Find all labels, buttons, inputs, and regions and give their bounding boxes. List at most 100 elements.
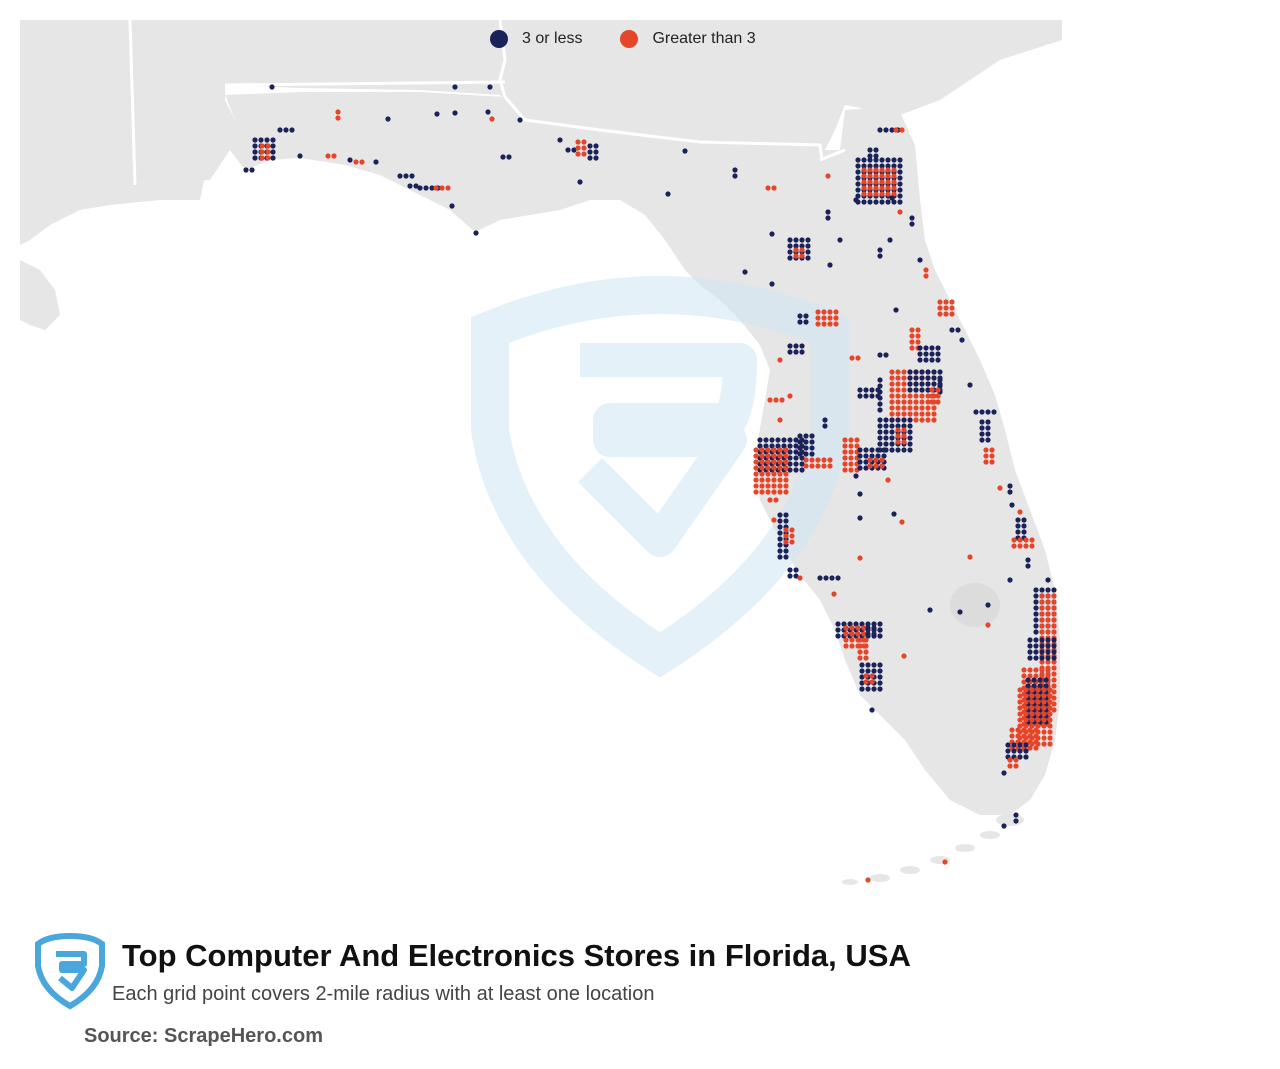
grid-point-high [901,399,907,405]
grid-point-low [787,237,793,243]
grid-point-low [809,445,815,451]
grid-point-high [759,483,765,489]
grid-point-low [877,352,883,358]
grid-point-low [1033,611,1039,617]
grid-point-low [847,621,853,627]
grid-point-high [1041,711,1047,717]
grid-point-high [929,387,935,393]
grid-point-low [1045,643,1051,649]
grid-point-low [269,84,275,90]
grid-point-low [929,351,935,357]
grid-point-low [883,429,889,435]
grid-point-high [335,115,341,121]
grid-point-high [949,305,955,311]
grid-point-high [771,447,777,453]
grid-point-high [1015,733,1021,739]
grid-point-high [1045,593,1051,599]
grid-point-low [937,383,943,389]
grid-point-high [1023,711,1029,717]
grid-point-high [445,185,451,191]
grid-point-low [825,209,831,215]
grid-point-low [875,393,881,399]
grid-point-low [889,441,895,447]
grid-point-high [849,631,855,637]
grid-point-high [842,461,848,467]
grid-point-low [909,215,915,221]
grid-point-low [417,185,423,191]
grid-point-low [929,357,935,363]
grid-point-low [1033,623,1039,629]
grid-point-low [787,343,793,349]
grid-point-high [919,405,925,411]
grid-point-high [849,643,855,649]
grid-point-high [854,437,860,443]
grid-point-high [907,393,913,399]
grid-point-low [907,447,913,453]
legend-dot-low [490,30,508,48]
grid-point-high [821,457,827,463]
grid-point-low [1027,637,1033,643]
grid-point-high [942,859,948,865]
grid-point-low [897,163,903,169]
grid-point-low [919,387,925,393]
grid-point-low [913,381,919,387]
grid-point-low [787,467,793,473]
grid-point-high [1035,705,1041,711]
grid-point-low [871,621,877,627]
grid-point-high [1047,687,1053,693]
grid-point-low [877,417,883,423]
grid-point-low [935,345,941,351]
grid-point-low [1039,643,1045,649]
grid-point-low [803,433,809,439]
grid-point-high [1017,717,1023,723]
grid-point-low [917,351,923,357]
grid-point-low [1023,748,1029,754]
florida-map: 3 or less Greater than 3 [20,19,1062,885]
grid-point-high [861,631,867,637]
grid-point-high [1007,763,1013,769]
grid-point-low [797,313,803,319]
grid-point-high [331,153,337,159]
grid-point-high [869,673,875,679]
grid-point-low [793,437,799,443]
grid-point-low [889,429,895,435]
grid-point-low [500,154,506,160]
grid-point-low [793,243,799,249]
grid-point-high [777,417,783,423]
grid-point-low [1007,483,1013,489]
grid-point-low [1051,649,1057,655]
grid-point-low [867,153,873,159]
grid-point-low [799,237,805,243]
grid-point-high [895,375,901,381]
grid-point-low [1033,593,1039,599]
grid-point-high [925,399,931,405]
grid-point-low [822,417,828,423]
grid-point-low [925,387,931,393]
grid-point-low [793,461,799,467]
grid-point-high [815,309,821,315]
grid-point-high [827,463,833,469]
grid-point-low [931,381,937,387]
grid-point-low [797,451,803,457]
grid-point-low [863,447,869,453]
grid-point-low [949,327,955,333]
grid-point-low [883,417,889,423]
grid-point-high [1035,711,1041,717]
grid-point-high [1047,717,1053,723]
grid-point-high [765,477,771,483]
grid-point-low [897,199,903,205]
grid-point-high [1027,733,1033,739]
grid-point-low [397,173,403,179]
grid-point-high [1045,599,1051,605]
grid-point-high [1051,677,1057,683]
grid-point-high [803,463,809,469]
grid-point-high [1017,705,1023,711]
grid-point-low [865,686,871,692]
grid-point-low [907,429,913,435]
grid-point-high [1023,699,1029,705]
grid-point-high [1029,543,1035,549]
grid-point-high [843,637,849,643]
grid-point-high [1047,711,1053,717]
grid-point-high [895,433,901,439]
grid-point-high [783,471,789,477]
